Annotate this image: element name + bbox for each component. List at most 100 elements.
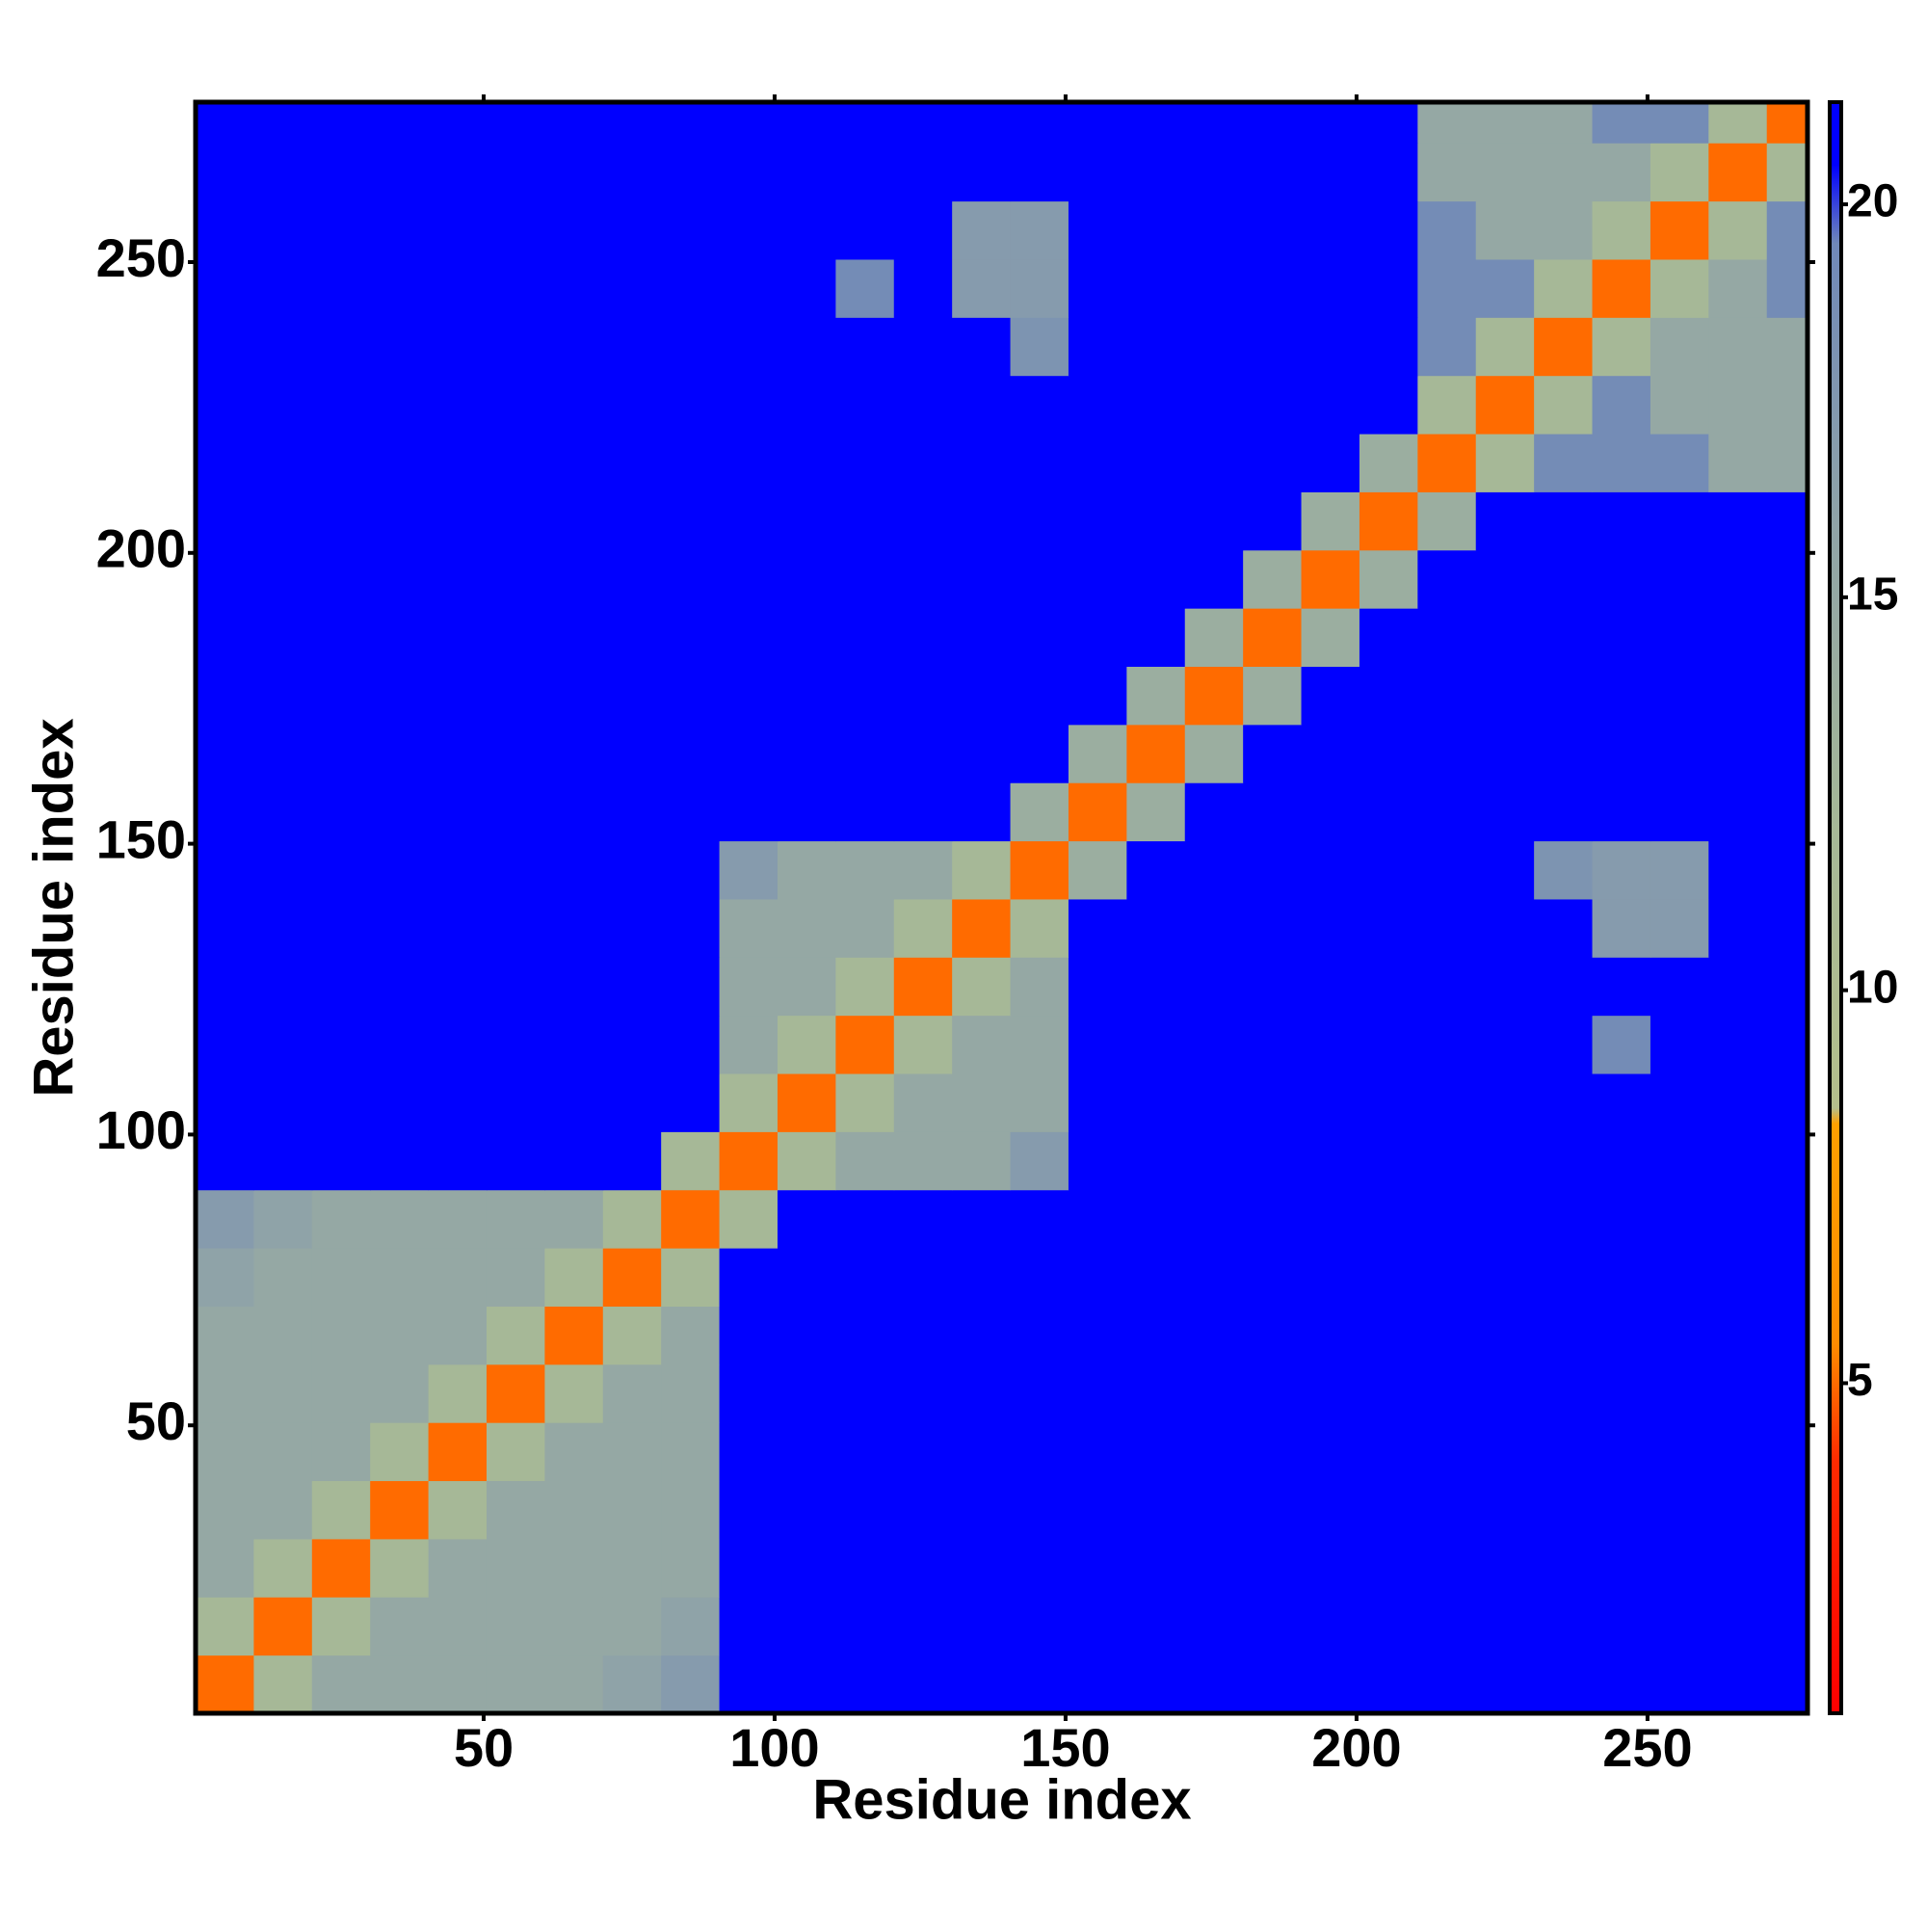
heatmap-cell <box>1708 898 1768 958</box>
heatmap-cell <box>428 375 488 435</box>
heatmap-cell <box>777 840 836 900</box>
heatmap-cell <box>1592 1189 1651 1249</box>
heatmap-cell <box>835 317 895 377</box>
heatmap-cell <box>1417 1015 1477 1074</box>
heatmap-cell <box>1359 375 1418 435</box>
heatmap-cell <box>1592 102 1651 144</box>
heatmap-cell <box>602 1015 662 1074</box>
heatmap-cell <box>311 491 371 551</box>
heatmap-cell <box>1417 102 1477 144</box>
heatmap-cell <box>1766 608 1808 668</box>
heatmap-cell <box>602 1422 662 1482</box>
heatmap-cell <box>544 1363 604 1423</box>
heatmap-cell <box>719 200 779 260</box>
heatmap-cell <box>196 491 254 551</box>
heatmap-cell <box>602 1538 662 1598</box>
heatmap-cell <box>1184 1073 1244 1132</box>
heatmap-cell <box>1766 317 1808 377</box>
heatmap-cell <box>544 1597 604 1656</box>
heatmap-cell <box>311 724 371 783</box>
heatmap-cell <box>1766 491 1808 551</box>
heatmap-cell <box>1766 1363 1808 1423</box>
heatmap-cell <box>1650 1597 1709 1656</box>
heatmap-cell <box>1475 1597 1535 1656</box>
heatmap-cell <box>1184 1480 1244 1540</box>
heatmap-cell <box>719 549 779 609</box>
heatmap-cell <box>719 1306 779 1365</box>
heatmap-cell <box>893 317 953 377</box>
heatmap-cell <box>835 434 895 492</box>
colorbar-tick-label: 5 <box>1847 1355 1873 1406</box>
heatmap-cell <box>777 666 836 726</box>
heatmap-cell <box>1243 1073 1303 1132</box>
heatmap-cell <box>544 666 604 726</box>
heatmap-cell <box>311 1363 371 1423</box>
heatmap-cell <box>486 898 545 958</box>
heatmap-cell <box>893 1597 953 1656</box>
heatmap-cell <box>661 1248 721 1307</box>
heatmap-cell <box>1708 1073 1768 1132</box>
heatmap-cell <box>1126 200 1186 260</box>
heatmap-cell <box>253 434 313 492</box>
heatmap-cell <box>486 1073 545 1132</box>
heatmap-cell <box>835 102 895 144</box>
heatmap-cell <box>893 1248 953 1307</box>
heatmap-cell <box>370 608 430 668</box>
heatmap-cell <box>1068 957 1127 1017</box>
heatmap-cell <box>428 1073 488 1132</box>
heatmap-cell <box>1359 782 1418 842</box>
heatmap-cell <box>1359 1480 1418 1540</box>
heatmap-cell <box>1126 1015 1186 1074</box>
heatmap-cell <box>602 200 662 260</box>
heatmap-cell <box>661 1073 721 1132</box>
heatmap-cell <box>719 143 779 202</box>
heatmap-cell <box>602 143 662 202</box>
heatmap-cell <box>1184 1422 1244 1482</box>
heatmap-cell <box>1475 724 1535 783</box>
heatmap-cell <box>1301 200 1360 260</box>
heatmap-cells <box>196 102 1808 1714</box>
heatmap-cell <box>1766 1073 1808 1132</box>
heatmap-cell <box>1534 143 1594 202</box>
heatmap-cell <box>661 1538 721 1598</box>
heatmap-cell <box>952 1654 1012 1714</box>
heatmap-cell <box>544 1015 604 1074</box>
heatmap-cell <box>428 1654 488 1714</box>
heatmap-cell <box>1708 317 1768 377</box>
heatmap-cell <box>1417 1306 1477 1365</box>
heatmap-cell <box>777 317 836 377</box>
heatmap-cell <box>1592 1480 1651 1540</box>
colorbar-tick-label: 15 <box>1847 569 1898 621</box>
heatmap-cell <box>1126 957 1186 1017</box>
heatmap-cell <box>253 898 313 958</box>
heatmap-cell <box>1592 317 1651 377</box>
heatmap-cell <box>311 317 371 377</box>
heatmap-cell <box>311 549 371 609</box>
heatmap-cell <box>428 1306 488 1365</box>
heatmap-cell <box>1301 102 1360 144</box>
heatmap-cell <box>486 258 545 318</box>
heatmap-cell <box>196 1248 254 1307</box>
y-tick-label: 150 <box>96 808 186 869</box>
heatmap-cell <box>777 200 836 260</box>
heatmap-cell <box>1475 1422 1535 1482</box>
heatmap-cell <box>835 143 895 202</box>
heatmap-cell <box>1010 1654 1069 1714</box>
heatmap-cell <box>370 258 430 318</box>
heatmap-cell <box>1592 608 1651 668</box>
heatmap-cell <box>719 898 779 958</box>
heatmap-cell <box>196 840 254 900</box>
heatmap-cell <box>1592 1597 1651 1656</box>
heatmap-cell <box>1359 840 1418 900</box>
heatmap-cell <box>1010 782 1069 842</box>
heatmap-cell <box>952 317 1012 377</box>
heatmap-cell <box>952 434 1012 492</box>
heatmap-cell <box>952 549 1012 609</box>
heatmap-cell <box>602 258 662 318</box>
heatmap-cell <box>719 1597 779 1656</box>
heatmap-cell <box>1359 1654 1418 1714</box>
heatmap-cell <box>1475 1189 1535 1249</box>
heatmap-cell <box>602 102 662 144</box>
heatmap-cell <box>835 957 895 1017</box>
heatmap-cell <box>1126 1073 1186 1132</box>
